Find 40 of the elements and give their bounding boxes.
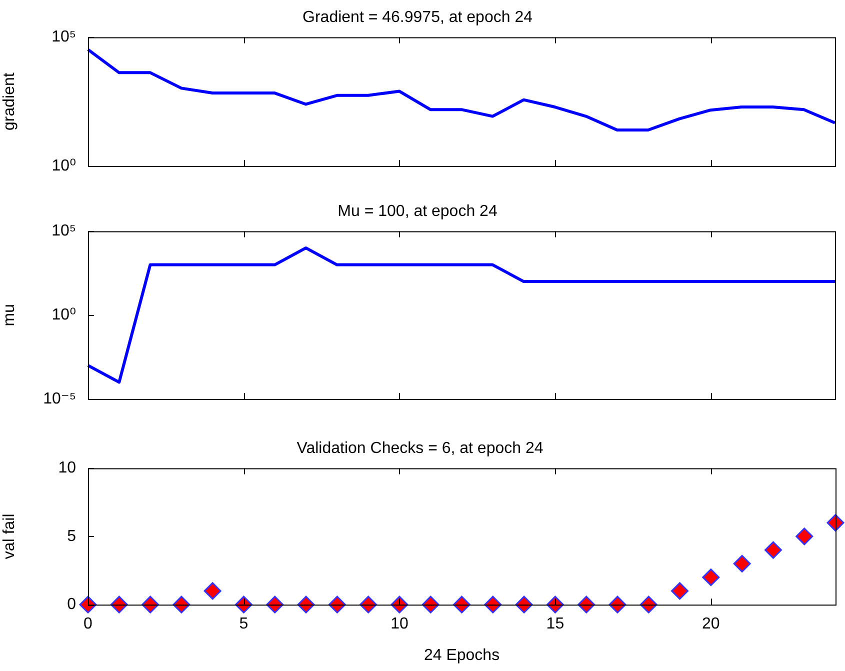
- point: [484, 596, 502, 614]
- point: [110, 596, 128, 614]
- y-axis-title: mu: [1, 304, 18, 326]
- x-tick-label: 20: [702, 616, 720, 633]
- point: [360, 596, 378, 614]
- point: [702, 568, 720, 586]
- x-tick-label: 5: [239, 616, 248, 633]
- y-tick-label: 5: [67, 528, 76, 545]
- point: [266, 596, 284, 614]
- point: [733, 554, 751, 572]
- y-axis-title: val fail: [1, 514, 18, 560]
- point: [578, 596, 596, 614]
- y-tick-label: 10: [58, 460, 76, 477]
- point: [515, 596, 533, 614]
- y-tick-label: 10⁻⁵: [43, 390, 76, 408]
- y-tick-label: 0: [67, 596, 76, 614]
- point: [640, 596, 658, 614]
- x-tick-label: 0: [84, 616, 93, 633]
- point: [79, 596, 97, 614]
- point: [826, 514, 844, 532]
- y-tick-label: 10⁵: [52, 222, 76, 240]
- chart-title: Mu = 100, at epoch 24: [338, 203, 498, 220]
- point: [328, 596, 346, 614]
- point: [671, 582, 689, 600]
- point: [172, 596, 190, 614]
- point: [204, 582, 222, 600]
- point: [142, 596, 160, 614]
- y-axis-title: gradient: [1, 72, 18, 131]
- x-axis-title: 24 Epochs: [424, 646, 500, 664]
- chart-title: Gradient = 46.9975, at epoch 24: [302, 9, 533, 26]
- y-tick-label: 10⁵: [52, 28, 76, 46]
- y-tick-label: 10⁰: [52, 157, 76, 174]
- x-tick-label: 15: [546, 616, 564, 633]
- point: [422, 596, 440, 614]
- point: [764, 541, 782, 559]
- point: [453, 596, 470, 614]
- point: [796, 528, 814, 546]
- y-tick-label: 10⁰: [52, 306, 76, 324]
- x-tick-label: 10: [390, 616, 408, 633]
- chart-title: Validation Checks = 6, at epoch 24: [296, 440, 544, 458]
